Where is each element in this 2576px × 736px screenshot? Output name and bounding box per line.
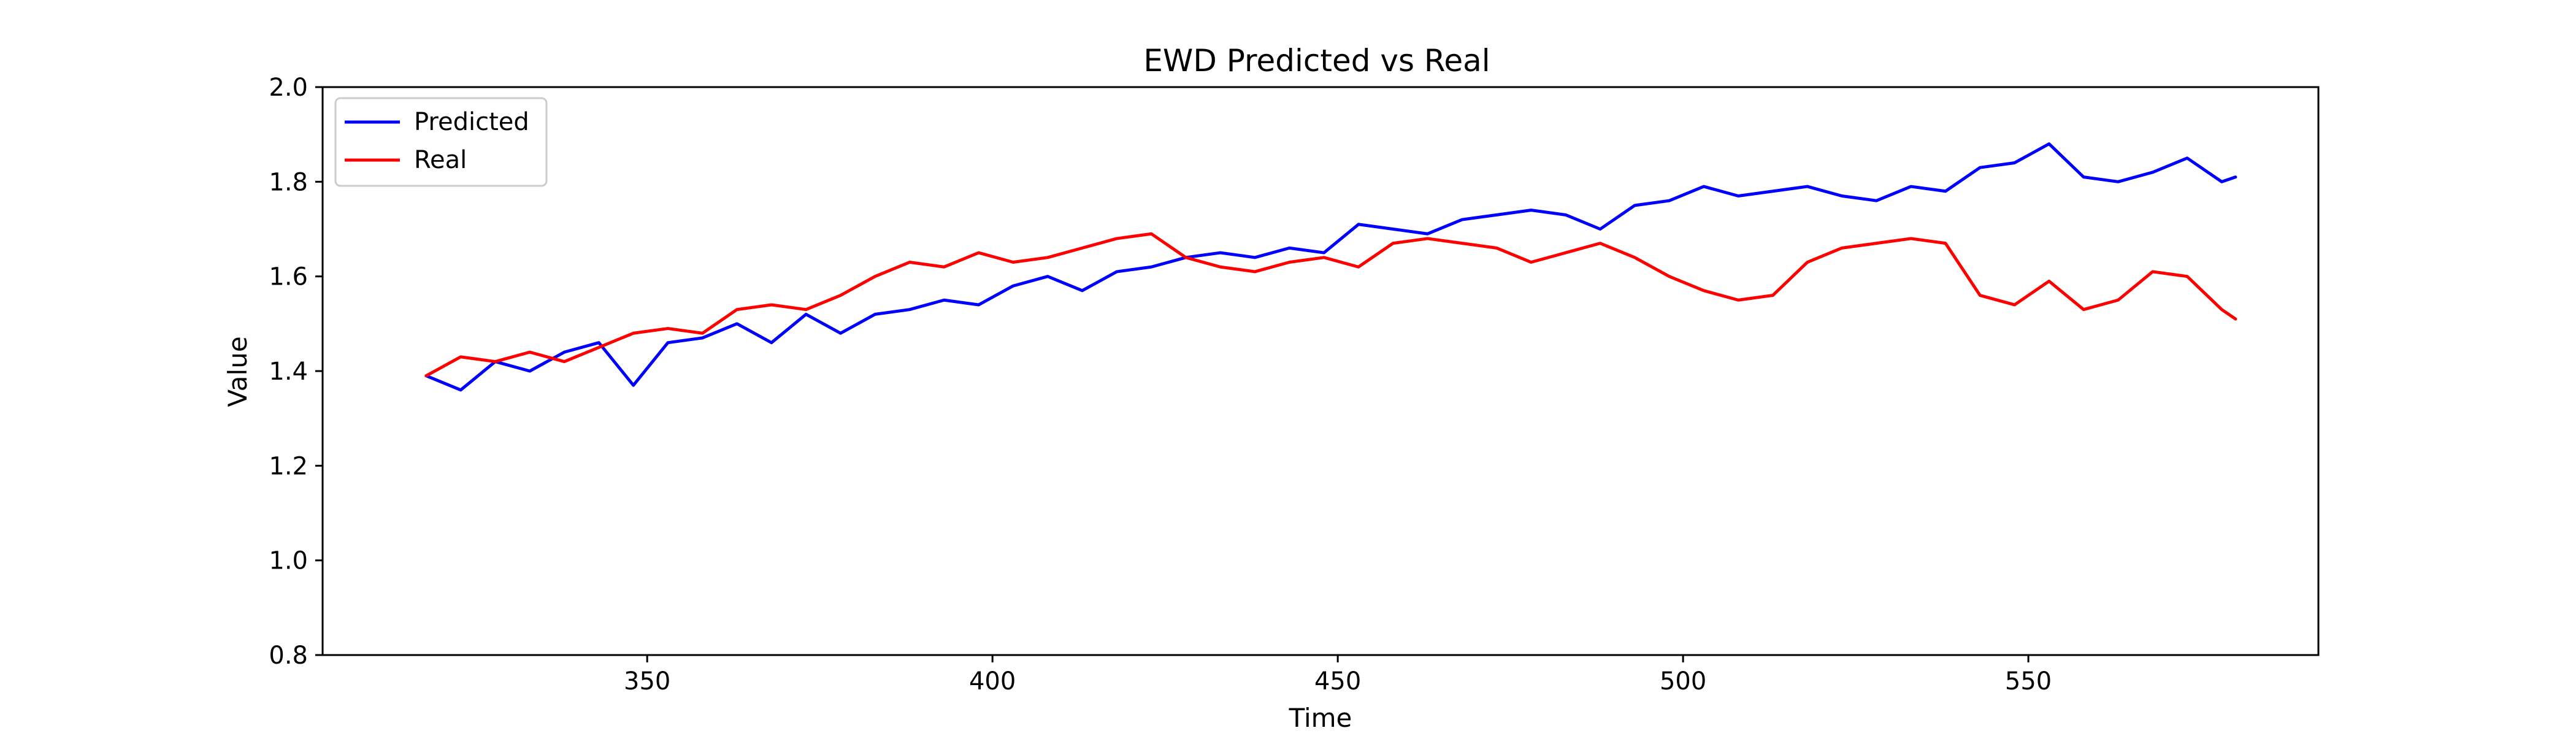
x-tick-label: 350	[624, 667, 670, 696]
y-tick-label: 0.8	[269, 642, 308, 670]
plot-area	[321, 86, 2320, 656]
series-layer	[424, 142, 2237, 392]
x-tick-label: 500	[1660, 667, 1706, 696]
y-axis: 0.8 1.0 1.2 1.4 1.6 1.8 2.0	[269, 74, 323, 670]
y-axis-label: Value	[223, 336, 253, 407]
legend-label-predicted: Predicted	[414, 108, 529, 136]
legend-label-real: Real	[414, 146, 467, 174]
x-axis-label: Time	[1289, 703, 1352, 733]
x-tick-label: 550	[2005, 667, 2052, 696]
y-tick-label: 1.2	[269, 452, 308, 480]
y-tick-label: 1.6	[269, 263, 308, 291]
x-tick-label: 400	[969, 667, 1016, 696]
y-tick-label: 1.0	[269, 547, 308, 575]
series-line-predicted	[424, 142, 2237, 392]
x-axis: 350 400 450 500 550	[624, 655, 2052, 696]
y-tick-label: 1.8	[269, 168, 308, 196]
chart-title: EWD Predicted vs Real	[1143, 43, 1490, 79]
legend-box	[334, 97, 548, 187]
y-tick-label: 2.0	[269, 74, 308, 102]
legend: Predicted Real	[334, 97, 548, 187]
x-tick-label: 450	[1314, 667, 1361, 696]
series-line-real	[424, 232, 2237, 378]
y-tick-label: 1.4	[269, 358, 308, 386]
